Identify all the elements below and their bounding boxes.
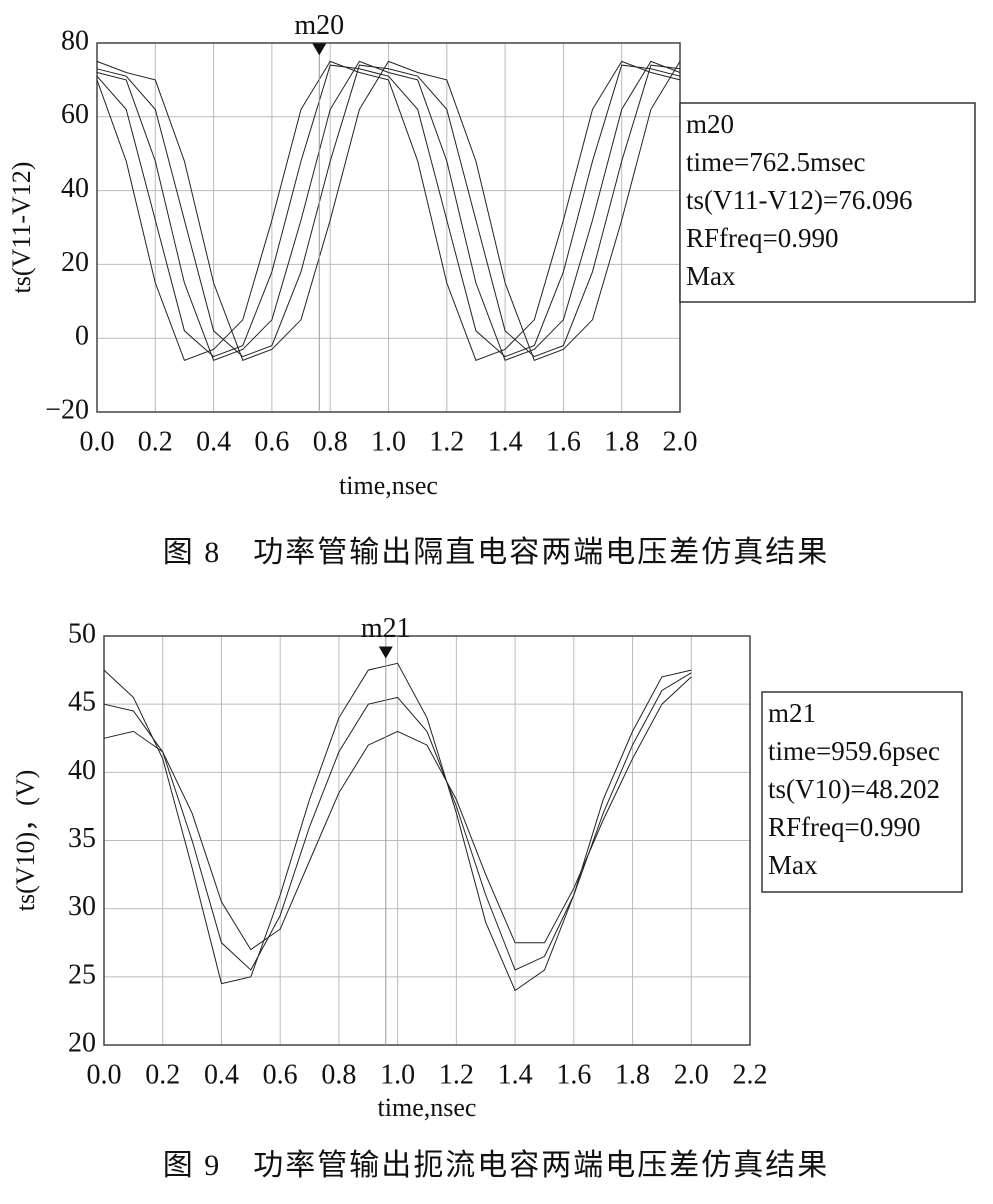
series-line: [96, 60, 681, 361]
x-tick-label: 0.4: [196, 426, 231, 457]
marker-box-line: ts(V10)=48.202: [768, 774, 940, 804]
x-axis-label: time,nsec: [339, 471, 438, 500]
caption: 图 9 功率管输出扼流电容两端电压差仿真结果: [163, 1149, 830, 1182]
marker-box: [761, 691, 963, 893]
x-tick-label: 1.8: [615, 1059, 650, 1090]
y-tick-label: 80: [61, 25, 89, 56]
y-tick-label: 30: [68, 891, 96, 922]
x-tick-label: 0.6: [254, 426, 289, 457]
x-tick-label: 1.2: [429, 426, 464, 457]
y-tick-label: 40: [68, 755, 96, 786]
series-line: [96, 64, 681, 358]
marker-box-line: ts(V11-V12)=76.096: [686, 185, 912, 215]
x-tick-label: 2.2: [733, 1059, 768, 1090]
marker: [312, 43, 327, 56]
y-tick-label: 25: [68, 959, 96, 990]
x-tick-label: 0.2: [145, 1059, 180, 1090]
marker: [378, 646, 393, 659]
marker-box-line: time=959.6psec: [768, 736, 940, 766]
series-line: [96, 60, 681, 361]
series-line: [96, 64, 681, 358]
x-tick-label: 0.8: [321, 1059, 356, 1090]
x-tick-label: 2.0: [674, 1059, 709, 1090]
x-tick-label: 1.6: [556, 1059, 591, 1090]
y-tick-label: 20: [61, 247, 89, 278]
x-tick-label: 1.8: [604, 426, 639, 457]
x-tick-label: 0.4: [204, 1059, 239, 1090]
marker-box-line: RFfreq=0.990: [686, 223, 838, 253]
x-tick-label: 0.2: [138, 426, 173, 457]
y-tick-label: −20: [45, 394, 89, 425]
x-tick-label: 1.0: [371, 426, 406, 457]
x-tick-label: 1.4: [498, 1059, 533, 1090]
x-tick-label: 1.6: [546, 426, 581, 457]
marker-box-line: m21: [768, 698, 816, 728]
y-axis-label: ts(V10)，(V): [11, 770, 40, 912]
marker-box-line: m20: [686, 109, 734, 139]
marker-box-line: RFfreq=0.990: [768, 812, 920, 842]
caption: 图 8 功率管输出隔直电容两端电压差仿真结果: [163, 536, 830, 569]
series-line: [103, 676, 692, 951]
x-tick-label: 1.2: [439, 1059, 474, 1090]
marker-box-line: Max: [768, 850, 818, 880]
series-line: [96, 60, 681, 361]
y-axis-label: ts(V11-V12): [7, 162, 36, 294]
x-axis-label: time,nsec: [378, 1093, 477, 1122]
x-tick-label: 0.0: [87, 1059, 122, 1090]
y-tick-label: 50: [68, 618, 96, 649]
marker-box-line: Max: [686, 261, 736, 291]
y-tick-label: 0: [75, 321, 89, 352]
y-tick-label: 35: [68, 823, 96, 854]
marker-label: m20: [294, 10, 344, 41]
series-line: [103, 662, 692, 992]
x-tick-label: 0.6: [263, 1059, 298, 1090]
marker-label: m21: [361, 613, 411, 644]
series-line: [103, 672, 692, 971]
y-tick-label: 40: [61, 173, 89, 204]
x-tick-label: 1.4: [488, 426, 523, 457]
marker-box-line: time=762.5msec: [686, 147, 865, 177]
x-tick-label: 2.0: [663, 426, 698, 457]
y-tick-label: 20: [68, 1027, 96, 1058]
x-tick-label: 1.0: [380, 1059, 415, 1090]
y-tick-label: 45: [68, 687, 96, 718]
y-tick-label: 60: [61, 99, 89, 130]
marker-box: [679, 102, 976, 303]
x-tick-label: 0.0: [80, 426, 115, 457]
x-tick-label: 0.8: [313, 426, 348, 457]
plot-frame: [103, 635, 751, 1046]
